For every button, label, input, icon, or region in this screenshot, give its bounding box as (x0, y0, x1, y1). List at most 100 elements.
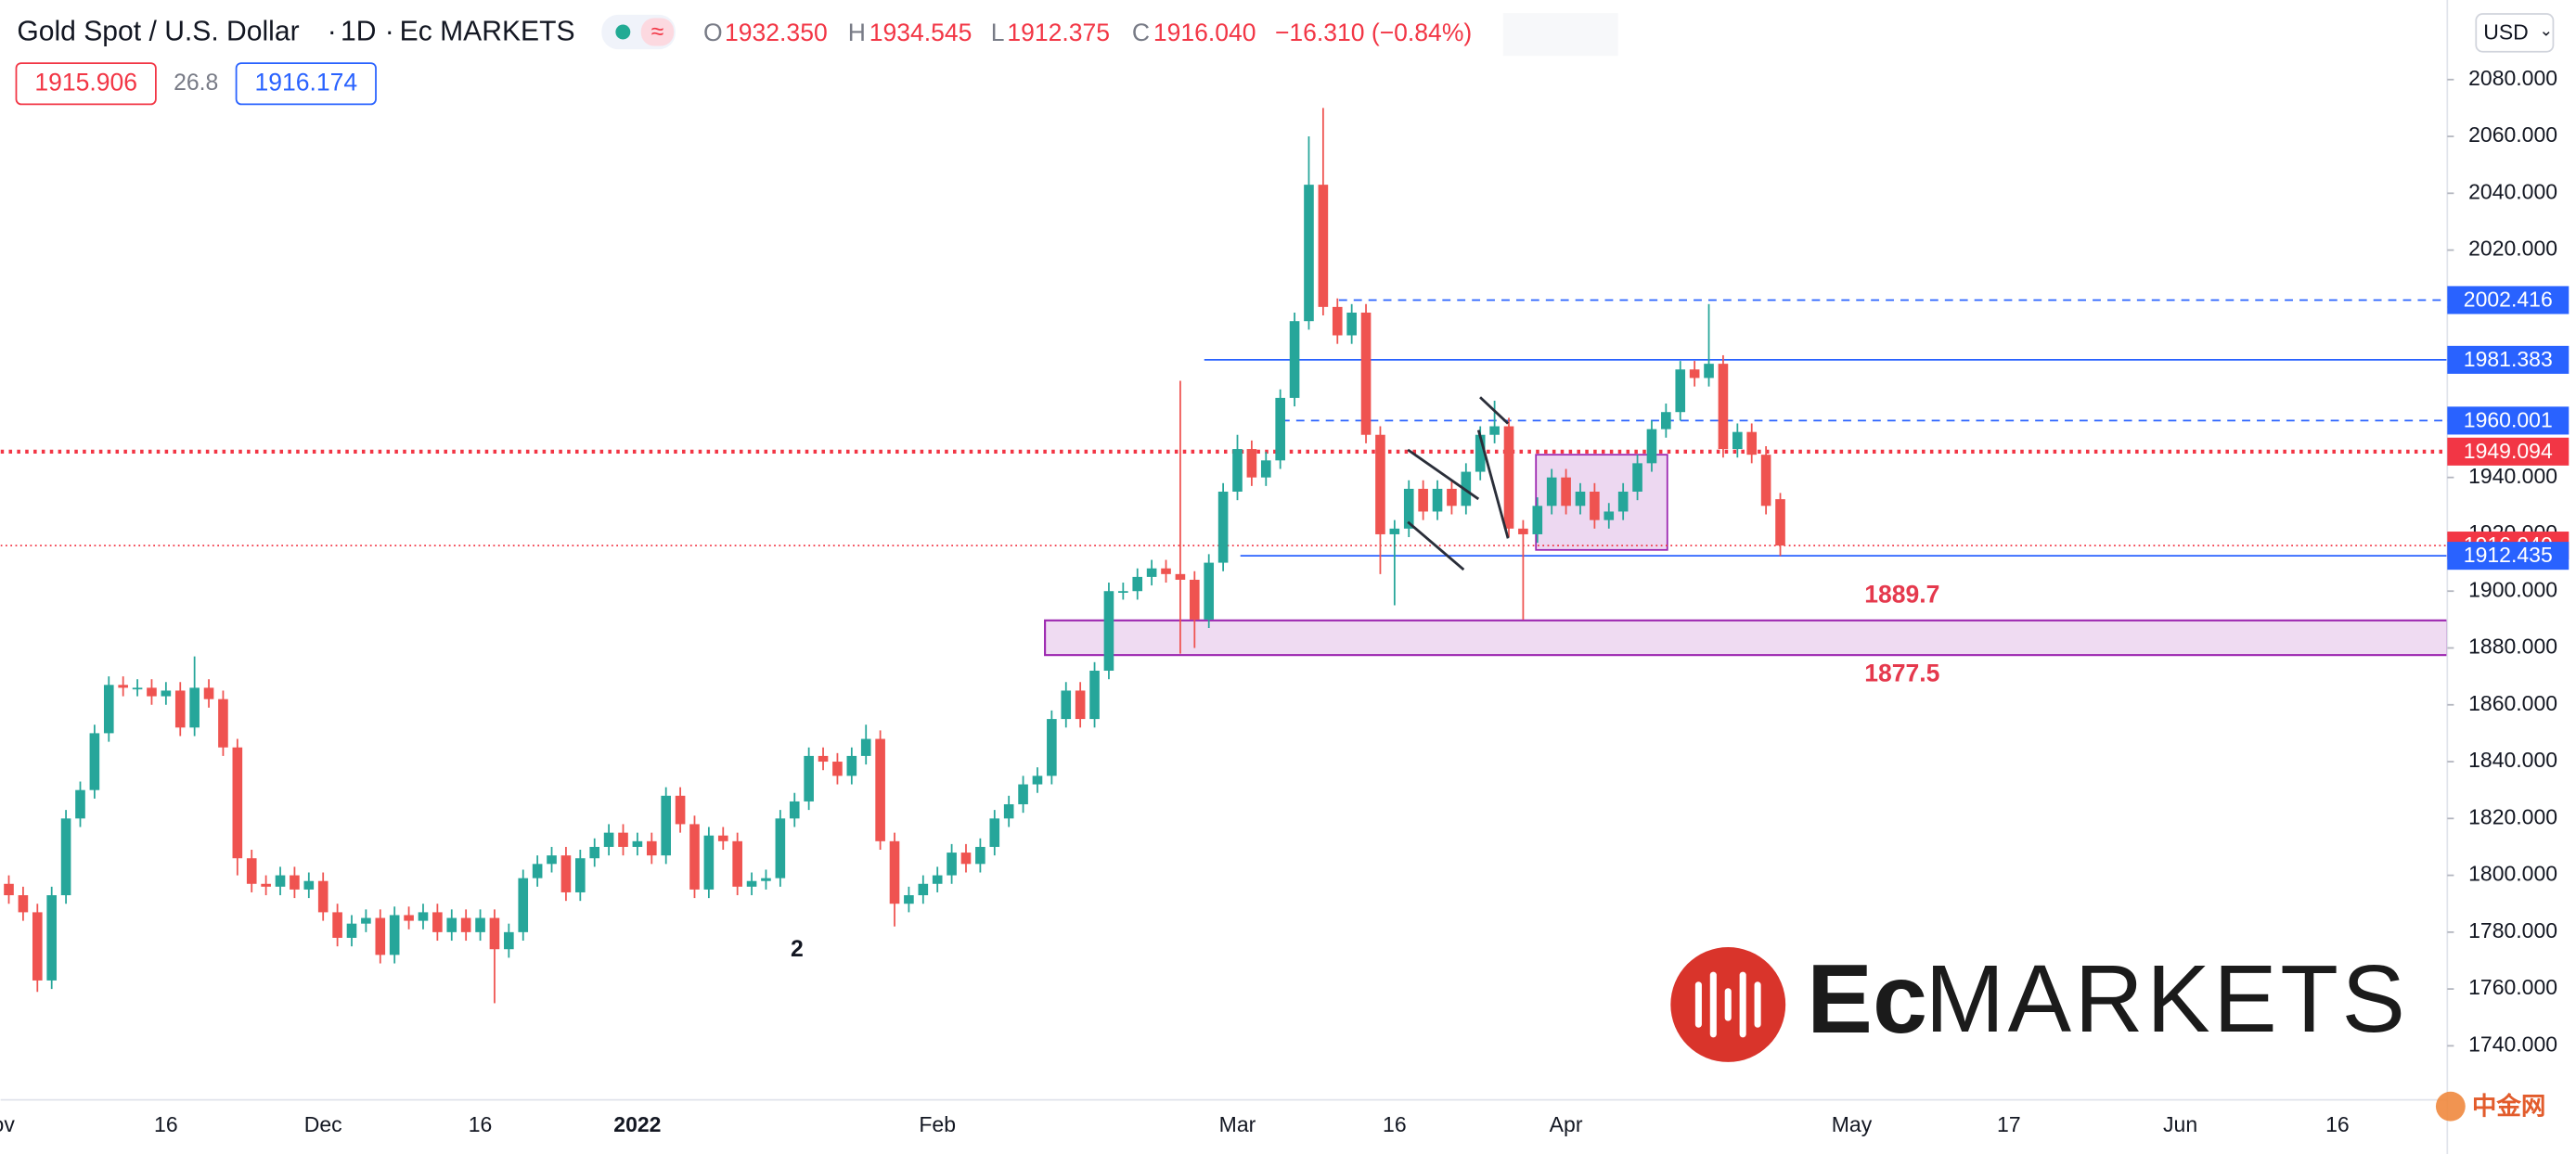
candle-body (418, 912, 429, 921)
currency-button[interactable] (2475, 13, 2555, 53)
candle-body (132, 687, 143, 690)
candle-body (1175, 573, 1186, 580)
currency: USD (2483, 19, 2529, 44)
candle-body (1389, 528, 1400, 534)
candle-body (1075, 690, 1086, 720)
level-tag-label: 1981.383 (2464, 347, 2553, 371)
level-tag-label: 1960.001 (2464, 407, 2553, 431)
candle-body (975, 846, 985, 865)
legend-key: O (703, 19, 723, 46)
candle-body (818, 755, 829, 763)
legend-value: 1916.040 (1153, 19, 1256, 46)
candle-body (332, 912, 342, 938)
x-tick-label: 16 (2325, 1112, 2350, 1136)
x-tick-label: Feb (919, 1112, 956, 1136)
x-tick-label: Apr (1550, 1112, 1583, 1136)
candle-body (1190, 579, 1200, 620)
level-tag (2447, 406, 2570, 435)
candle-body (1646, 429, 1657, 464)
candle-body (1661, 412, 1671, 430)
ask-box[interactable] (235, 62, 377, 106)
candle-body (703, 835, 715, 890)
candle-body (746, 880, 757, 887)
candle-body (1475, 434, 1486, 472)
candle-body (147, 687, 157, 697)
candle-body (261, 883, 271, 887)
candle-body (603, 832, 614, 847)
candle-body (317, 880, 328, 913)
currency-caret: ⌄ (2539, 20, 2553, 39)
candle-body (1689, 369, 1700, 378)
candle-body (1217, 491, 1229, 563)
candle-body (1403, 488, 1414, 529)
x-tick-label: Dec (304, 1112, 342, 1136)
candle-body (889, 840, 900, 904)
candle-body (1604, 511, 1615, 520)
candle-body (632, 840, 643, 847)
y-tick-label: 1800.000 (2468, 862, 2557, 886)
candle-body (1089, 671, 1100, 720)
legend-value: 1912.375 (1007, 19, 1110, 46)
candle-body (1204, 562, 1215, 620)
candle-body (46, 895, 58, 981)
y-tick-label: 2040.000 (2468, 179, 2557, 203)
x-tick-label: 16 (154, 1112, 178, 1136)
x-tick-label: 2022 (613, 1112, 661, 1136)
candle-body (1518, 528, 1528, 534)
candle-body (1489, 426, 1500, 435)
candle-body (1332, 306, 1343, 336)
interval: 1D (341, 16, 376, 46)
candle-body (1632, 463, 1642, 492)
legend-value: 1932.350 (725, 19, 828, 46)
candle-body (1047, 719, 1057, 776)
candle-body (1061, 690, 1072, 720)
candle-body (1146, 568, 1157, 577)
candle-body (290, 875, 300, 890)
candle-body (1704, 364, 1714, 378)
candle-body (1561, 477, 1571, 506)
candle-body (1360, 312, 1372, 435)
candle-body (618, 832, 628, 847)
candle-body (646, 840, 657, 856)
y-tick-label: 2020.000 (2468, 237, 2557, 261)
candle-body (232, 747, 243, 859)
candle-body (475, 917, 485, 932)
y-tick-label: 1880.000 (2468, 635, 2557, 659)
range-box (1535, 454, 1668, 551)
y-tick-label: 1740.000 (2468, 1032, 2557, 1056)
logo-brand: Ec (1807, 944, 1927, 1054)
candle-body (789, 801, 800, 819)
candle-body (189, 687, 200, 728)
candle-body (761, 878, 771, 881)
zone-top-label: 1889.7 (1864, 580, 1939, 608)
candle-body (1590, 491, 1600, 520)
y-tick-label: 1940.000 (2468, 464, 2557, 488)
candle-body (989, 818, 1000, 847)
broker: Ec MARKETS (400, 16, 575, 46)
candle-body (860, 738, 871, 756)
candle-body (804, 755, 814, 801)
candle-body (960, 853, 972, 865)
bid-box[interactable] (15, 62, 157, 106)
candle-body (1447, 488, 1457, 506)
candle-body (218, 699, 228, 748)
candle-body (361, 917, 371, 924)
x-tick-label: May (1832, 1112, 1873, 1136)
separator: · (328, 16, 337, 46)
candle-body (560, 855, 572, 892)
legend-value: 1934.545 (869, 19, 972, 46)
candle-body (504, 931, 514, 950)
candle-body (518, 878, 529, 932)
legend-placeholder (1502, 13, 1618, 57)
candle-body (32, 912, 43, 981)
candle-body (947, 853, 957, 876)
plot-content (4, 108, 1785, 1004)
x-tick-label: Jun (2163, 1112, 2197, 1136)
candle-body (432, 912, 443, 932)
plot-area: Ec MARKETS (0, 299, 2448, 1062)
candle-body (1432, 488, 1443, 512)
candle-body (103, 685, 114, 734)
annotation: 2 (791, 937, 804, 962)
level-tag-label: 2002.416 (2464, 287, 2553, 311)
